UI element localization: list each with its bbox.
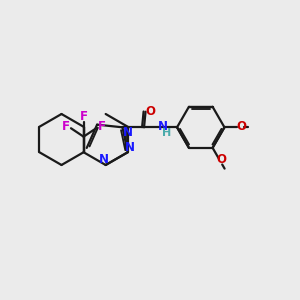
Text: O: O [146, 105, 156, 118]
Text: N: N [158, 120, 168, 133]
Text: F: F [98, 120, 106, 133]
Text: N: N [123, 126, 134, 139]
Text: F: F [80, 110, 88, 123]
Text: F: F [61, 120, 70, 133]
Text: N: N [125, 141, 135, 154]
Text: O: O [236, 120, 246, 133]
Text: H: H [162, 128, 171, 138]
Text: O: O [216, 153, 226, 166]
Text: N: N [99, 153, 109, 167]
